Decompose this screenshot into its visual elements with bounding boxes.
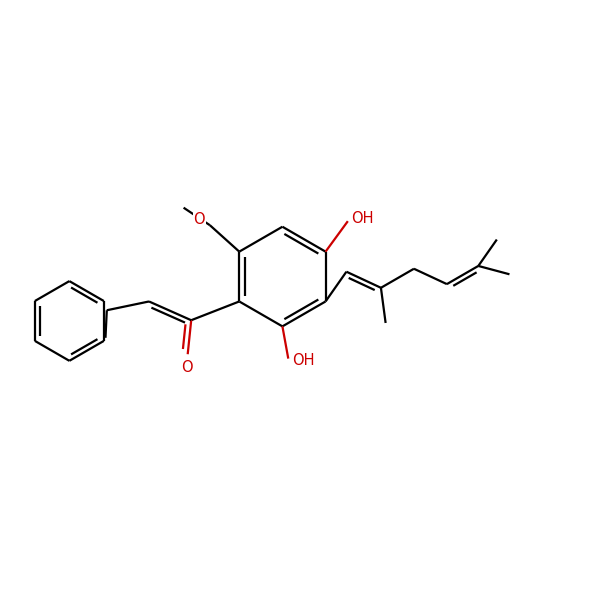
Text: O: O <box>194 212 205 227</box>
Text: OH: OH <box>351 211 374 226</box>
Text: OH: OH <box>292 353 314 368</box>
Text: O: O <box>181 359 193 374</box>
Text: O: O <box>194 212 205 227</box>
